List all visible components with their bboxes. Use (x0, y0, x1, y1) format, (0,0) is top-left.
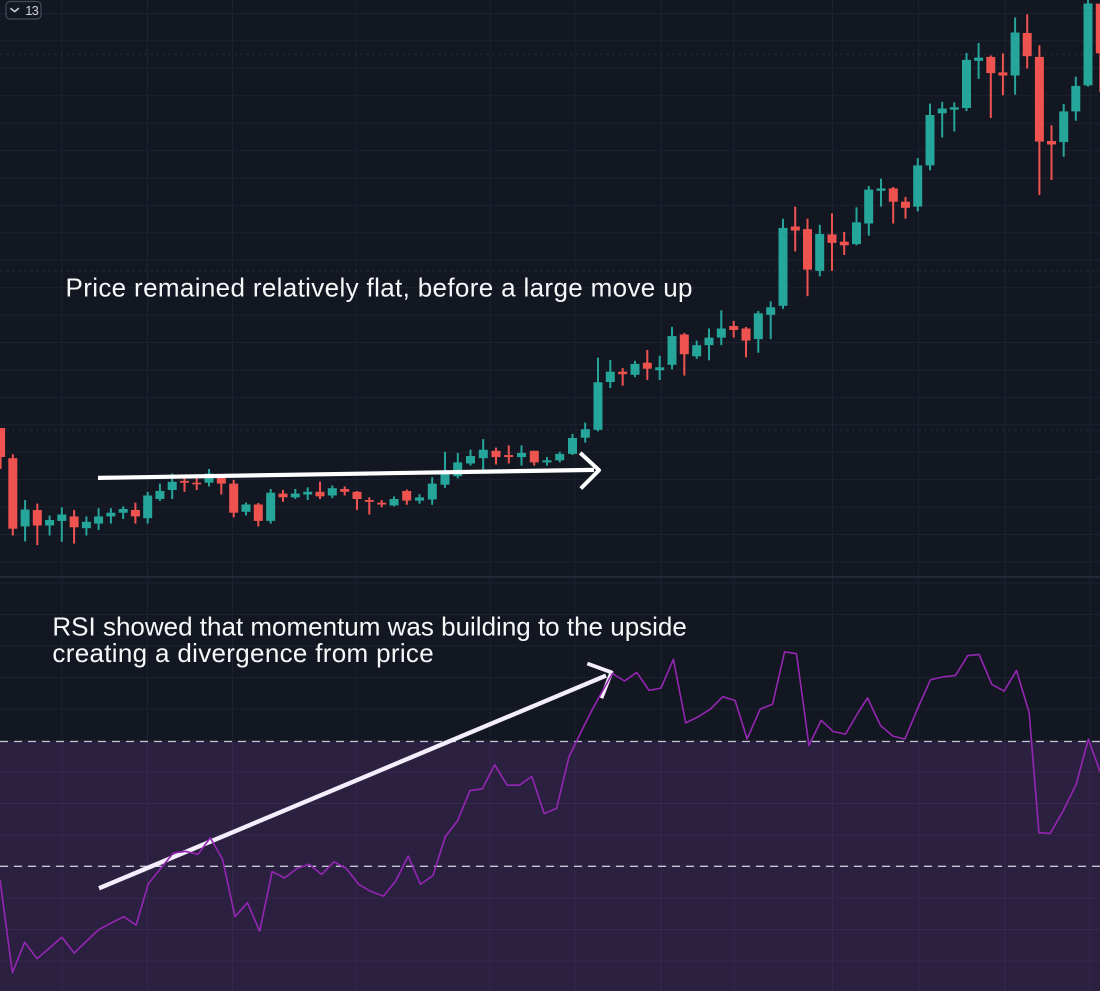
svg-text:RSI showed that momentum was b: RSI showed that momentum was building to… (52, 611, 686, 641)
svg-text:13: 13 (25, 3, 38, 18)
svg-text:Price remained relatively flat: Price remained relatively flat, before a… (66, 273, 693, 303)
svg-text:creating a divergence from pri: creating a divergence from price (52, 638, 434, 668)
